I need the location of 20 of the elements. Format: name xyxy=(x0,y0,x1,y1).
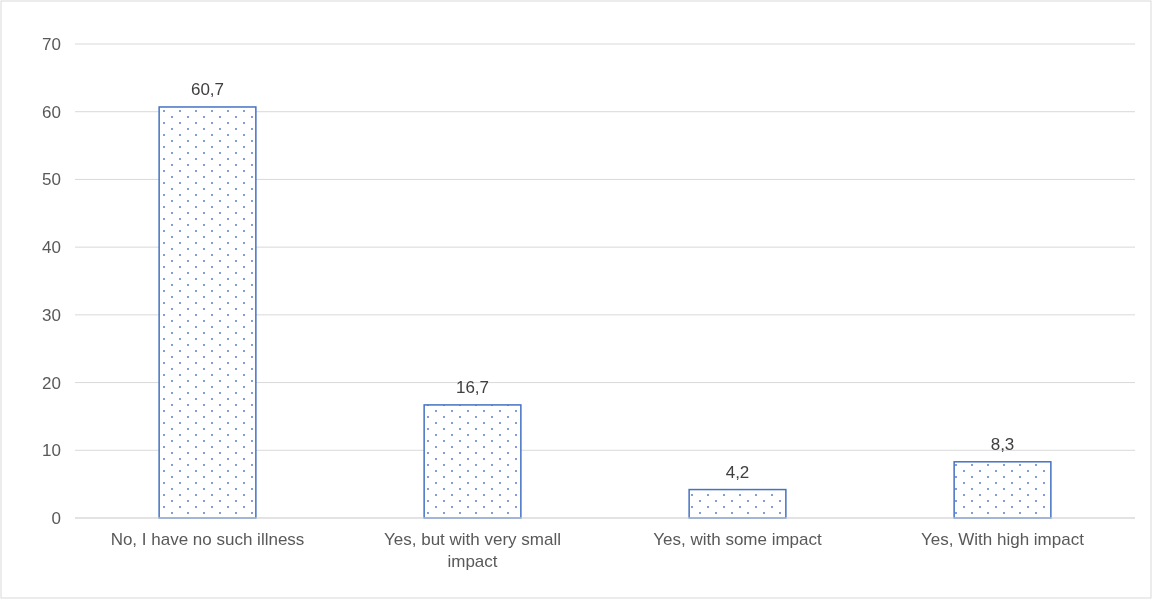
bar xyxy=(953,461,1052,519)
y-tick-label: 10 xyxy=(42,441,61,461)
y-tick-label: 0 xyxy=(51,508,61,528)
x-tick-label: Yes, with some impact xyxy=(653,530,823,549)
data-label: 8,3 xyxy=(990,434,1015,454)
y-tick-label: 70 xyxy=(42,34,61,54)
x-tick-label: No, I have no such illness xyxy=(110,530,305,549)
y-tick-label: 20 xyxy=(42,373,61,393)
bar xyxy=(688,488,787,519)
y-tick-label: 40 xyxy=(42,238,61,258)
bar xyxy=(423,404,522,519)
data-label: 60,7 xyxy=(190,79,225,99)
x-tick-label: Yes, With high impact xyxy=(921,530,1085,549)
x-tick-label: Yes, but with very small impact xyxy=(384,530,561,571)
y-tick-label: 60 xyxy=(42,102,61,122)
data-label: 4,2 xyxy=(725,462,750,482)
y-tick-label: 50 xyxy=(42,170,61,190)
bar xyxy=(158,106,257,519)
y-tick-label: 30 xyxy=(42,305,61,325)
data-label: 16,7 xyxy=(455,377,490,397)
